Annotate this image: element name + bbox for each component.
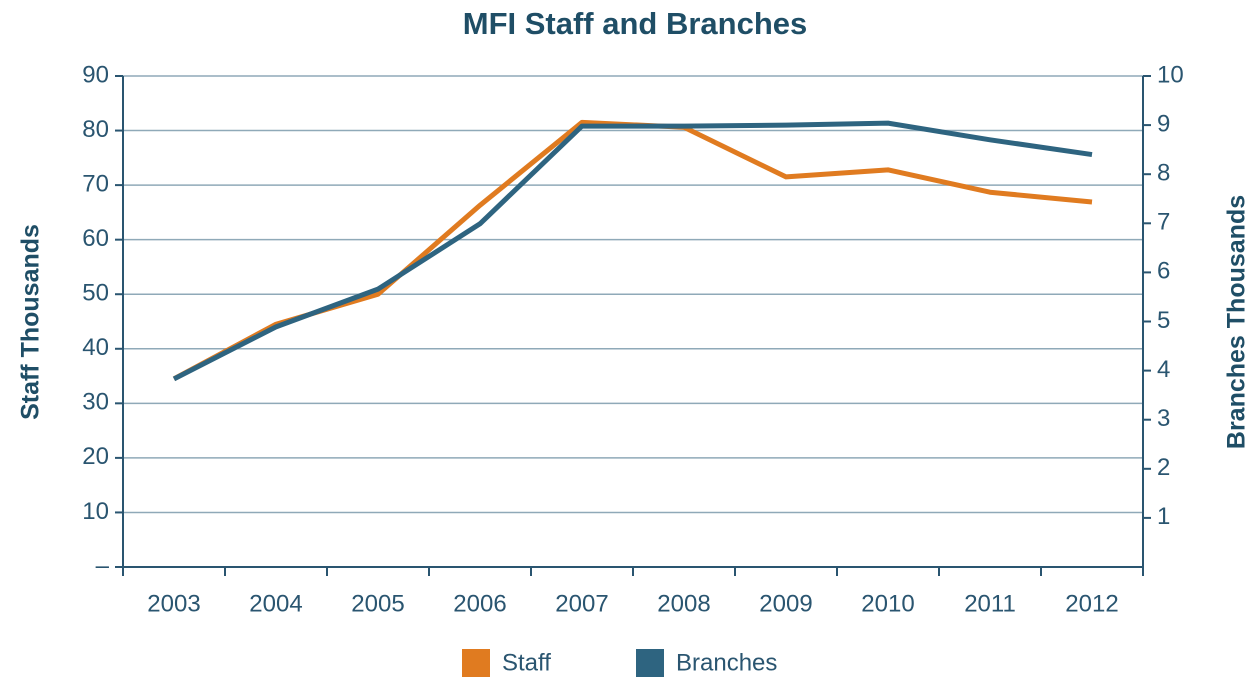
y2-axis-label: Branches Thousands [1223, 195, 1251, 449]
y2-tick-label: 6 [1157, 258, 1170, 285]
legend-swatch [636, 649, 664, 677]
x-tick-label: 2012 [1065, 590, 1118, 617]
y2-tick-label: 3 [1157, 405, 1170, 432]
y-axis-label: Staff Thousands [17, 224, 45, 420]
x-tick-label: 2006 [453, 590, 506, 617]
legend-label: Branches [676, 649, 777, 676]
y2-tick-label: 8 [1157, 160, 1170, 187]
chart-title: MFI Staff and Branches [463, 6, 808, 41]
x-tick-label: 2004 [249, 590, 302, 617]
y-tick-label: – [96, 552, 110, 579]
y2-tick-label: 4 [1157, 356, 1170, 383]
y2-tick-label: 1 [1157, 503, 1170, 530]
x-tick-label: 2005 [351, 590, 404, 617]
y2-tick-label: 9 [1157, 110, 1170, 137]
y-tick-label: 80 [82, 116, 109, 143]
y2-tick-label: 5 [1157, 307, 1170, 334]
series-line [172, 120, 1093, 382]
y2-tick-label: 7 [1157, 209, 1170, 236]
y-tick-label: 40 [82, 334, 109, 361]
y-tick-label: 50 [82, 280, 109, 307]
legend-label: Staff [502, 649, 551, 676]
x-tick-label: 2008 [657, 590, 710, 617]
y-tick-label: 10 [82, 498, 109, 525]
y-tick-label: 20 [82, 443, 109, 470]
x-tick-label: 2003 [147, 590, 200, 617]
y2-tick-label: 2 [1157, 454, 1170, 481]
y-tick-label: 30 [82, 389, 109, 416]
legend-swatch [462, 649, 490, 677]
y-tick-label: 90 [82, 61, 109, 88]
x-tick-label: 2011 [964, 590, 1016, 617]
y2-tick-label: 10 [1157, 61, 1184, 88]
x-tick-label: 2010 [861, 590, 914, 617]
series-line [172, 119, 1093, 381]
y-tick-label: 70 [82, 170, 109, 197]
x-tick-label: 2007 [555, 590, 608, 617]
y-tick-label: 60 [82, 225, 109, 252]
x-tick-label: 2009 [759, 590, 812, 617]
